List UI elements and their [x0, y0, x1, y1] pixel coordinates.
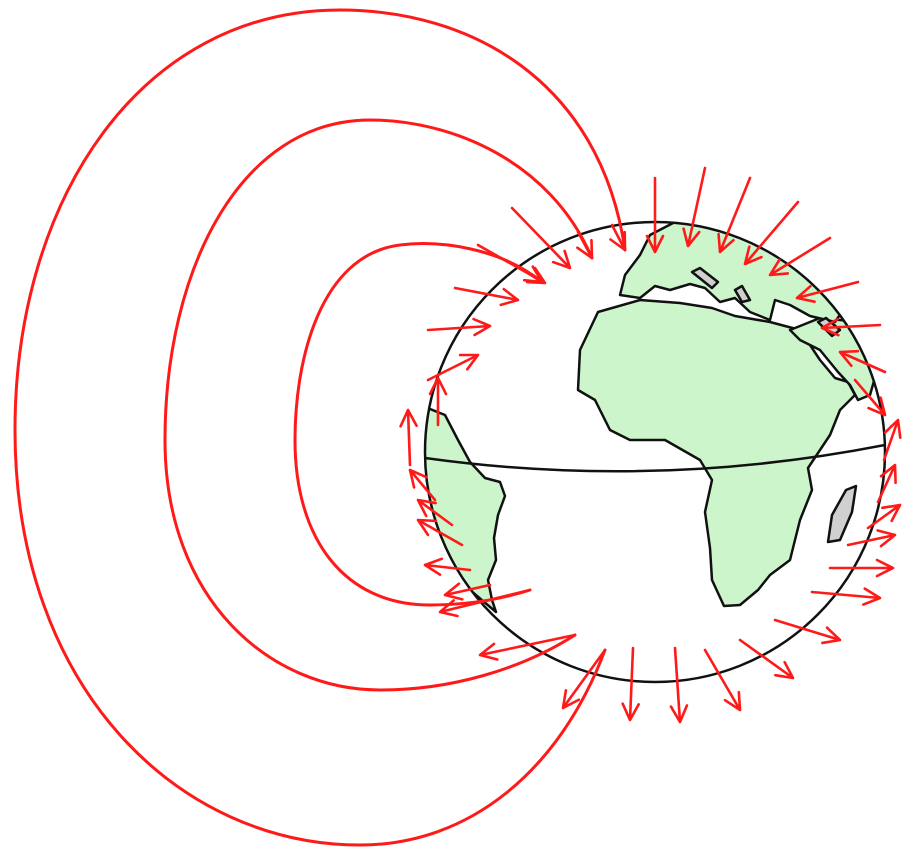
field-arrow-19 [426, 353, 480, 382]
madagascar-landmass [826, 484, 858, 544]
equator-line [425, 443, 885, 473]
field-arrow-24 [876, 463, 897, 504]
field-arrow-2 [576, 230, 594, 260]
earth-globe [423, 220, 887, 684]
field-arrow-20 [399, 408, 418, 467]
field-arrow-9 [717, 176, 752, 254]
field-arrow-5 [478, 633, 577, 661]
field-arrow-18 [426, 317, 492, 337]
field-arrow-16 [476, 243, 547, 285]
field-arrow-14 [838, 349, 887, 374]
field-arrow-33 [621, 646, 640, 722]
field-arrow-30 [738, 638, 795, 680]
field-arrow-37 [408, 468, 437, 502]
field-arrows [399, 166, 902, 724]
field-arrow-32 [669, 646, 689, 724]
field-arrow-29 [773, 618, 842, 645]
field-arrow-7 [645, 176, 665, 254]
field-arrow-13 [820, 317, 882, 337]
field-arrow-25 [866, 503, 902, 530]
field-arrow-4 [438, 588, 532, 618]
field-arrow-35 [423, 557, 472, 577]
field-arrow-8 [682, 166, 707, 248]
africa-landmass [576, 298, 857, 608]
field-arrow-26 [846, 529, 897, 548]
field-arrow-10 [743, 200, 800, 266]
field-arrow-22 [853, 378, 887, 417]
field-arrow-38 [416, 498, 454, 527]
field-arrow-21 [428, 376, 448, 427]
field-arrow-17 [453, 286, 520, 307]
field-loops [13, 8, 627, 847]
field-arrow-23 [882, 418, 902, 462]
island-crete [733, 284, 752, 304]
field-arrow-34 [416, 518, 464, 547]
field-arrow-1 [609, 223, 627, 252]
island-sardinia [690, 266, 720, 290]
outer-field-loop [13, 8, 627, 847]
middle-field-loop [163, 118, 594, 692]
field-arrow-15 [510, 206, 572, 270]
field-arrow-12 [795, 280, 860, 303]
field-arrow-6 [561, 648, 607, 710]
field-arrow-11 [768, 236, 832, 277]
field-arrow-36 [443, 582, 492, 601]
field-arrow-28 [810, 587, 882, 606]
field-arrow-31 [703, 648, 742, 712]
inner-field-loop [293, 242, 544, 607]
field-arrow-27 [828, 558, 895, 578]
